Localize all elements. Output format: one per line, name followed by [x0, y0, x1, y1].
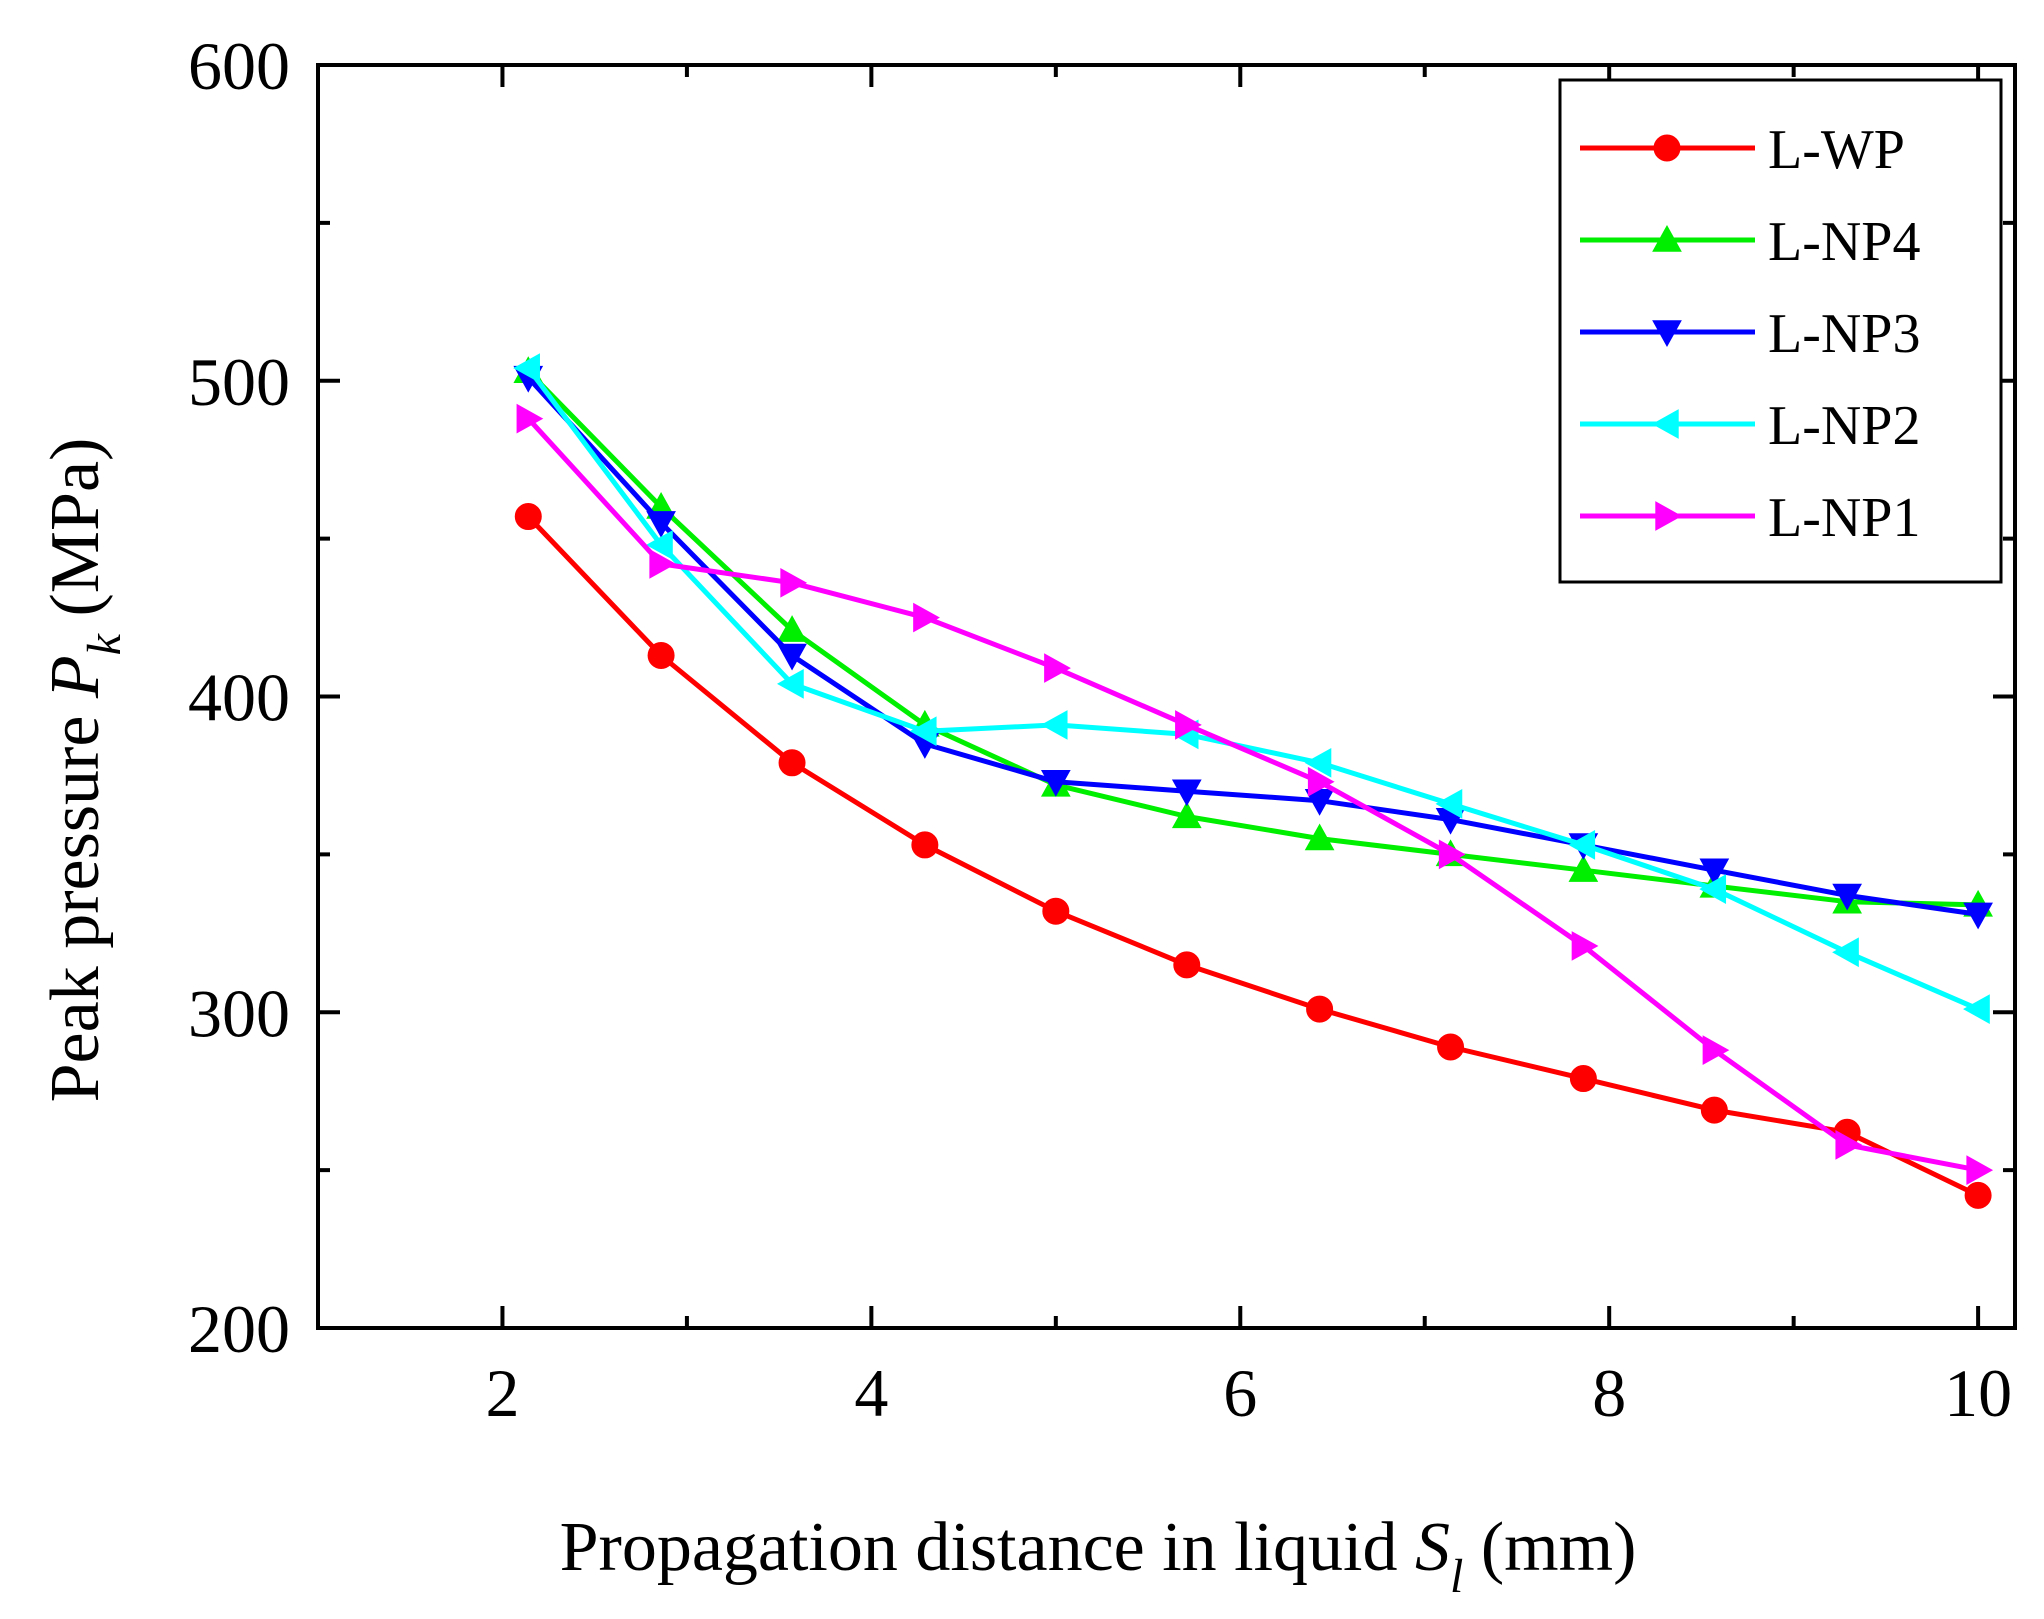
data-point-l-np3	[1963, 902, 1993, 930]
data-point-l-np3	[1699, 858, 1730, 886]
plot-area-frame	[316, 63, 2017, 1330]
data-point-l-np4	[1304, 823, 1335, 851]
legend-marker-l-np3	[1652, 320, 1682, 348]
data-point-l-wp	[1173, 951, 1201, 979]
data-point-l-np1	[1175, 710, 1202, 740]
y-tick-label: 200	[188, 1291, 290, 1367]
data-point-l-np1	[1438, 839, 1466, 870]
data-point-l-np3	[1040, 770, 1071, 797]
legend-label-l-np2: L-NP2	[1768, 395, 1920, 457]
data-point-l-np2	[1304, 747, 1332, 778]
x-tick-label: 8	[1592, 1355, 1626, 1431]
data-point-l-np1	[1835, 1130, 1863, 1160]
legend-item-l-np2: L-NP2	[1580, 395, 1920, 457]
data-point-l-np2	[646, 530, 673, 560]
series-l-np2	[513, 353, 1990, 1024]
data-point-l-np1	[913, 602, 940, 633]
legend-marker-l-np4	[1652, 224, 1682, 252]
data-point-l-np2	[1435, 789, 1463, 819]
data-point-l-np1	[780, 567, 808, 598]
data-point-l-wp	[1042, 897, 1070, 925]
data-point-l-wp	[514, 503, 542, 531]
data-point-l-np2	[1568, 830, 1596, 860]
x-tick-label: 4	[854, 1355, 888, 1431]
y-axis-title: Peak pressure Pk (MPa)	[37, 438, 131, 1103]
series-line-l-wp	[526, 514, 1980, 1198]
y-tick-label: 500	[188, 344, 290, 420]
data-point-l-np3	[777, 643, 807, 671]
legend-item-l-np4: L-NP4	[1580, 211, 1920, 273]
series-l-np1	[516, 403, 1994, 1185]
data-point-l-np2	[1699, 874, 1727, 904]
legend-item-l-wp: L-WP	[1580, 119, 1905, 181]
series-line-l-np2	[526, 366, 1980, 1012]
data-point-l-wp	[1437, 1033, 1465, 1061]
data-point-l-wp	[911, 831, 939, 859]
x-tick-labels: 2 4 6 8 10	[485, 1355, 2012, 1431]
data-point-l-wp	[1306, 995, 1334, 1023]
series-line-l-np3	[526, 375, 1979, 917]
y-tick-label: 300	[188, 975, 290, 1051]
plot-series	[513, 353, 1994, 1209]
data-point-l-np3	[1171, 779, 1202, 807]
legend-marker-l-np1	[1655, 501, 1683, 531]
data-point-l-np4	[1568, 855, 1599, 882]
series-l-wp	[514, 503, 1992, 1209]
legend-label-l-np4: L-NP4	[1768, 211, 1920, 273]
data-point-l-np2	[777, 669, 804, 699]
data-point-l-np2	[1963, 994, 1990, 1024]
data-point-l-wp	[778, 749, 806, 777]
x-tick-label: 2	[485, 1355, 519, 1431]
y-tick-label: 400	[188, 660, 290, 736]
series-line-l-np1	[526, 416, 1979, 1173]
data-point-l-np2	[1040, 710, 1068, 740]
data-point-l-np2	[909, 716, 937, 747]
series-line-l-np4	[526, 369, 1979, 908]
legend-item-l-np3: L-NP3	[1580, 303, 1920, 365]
data-point-l-wp	[647, 641, 675, 669]
legend-label-l-np3: L-NP3	[1768, 303, 1920, 365]
x-axis-title: Propagation distance in liquid Sl (mm)	[560, 1509, 1637, 1603]
data-point-l-np4	[777, 615, 807, 642]
data-point-l-np3	[646, 511, 676, 538]
data-point-l-np1	[516, 403, 544, 434]
data-point-l-wp	[1569, 1065, 1597, 1093]
data-point-l-np2	[1832, 937, 1859, 968]
x-tick-label: 10	[1944, 1355, 2012, 1431]
data-point-l-np1	[1571, 931, 1599, 961]
x-tick-label: 6	[1223, 1355, 1257, 1431]
data-point-l-np1	[1702, 1035, 1730, 1065]
legend-label-l-np1: L-NP1	[1768, 487, 1920, 549]
data-point-l-wp	[1700, 1096, 1728, 1124]
data-point-l-wp	[1964, 1181, 1992, 1209]
legend-item-l-np1: L-NP1	[1580, 487, 1920, 549]
data-point-l-np1	[649, 549, 677, 579]
data-point-l-np3	[1832, 883, 1862, 911]
legend: L-WP L-NP4 L-NP3 L-NP2 L-NP1	[1558, 78, 2003, 584]
data-point-l-np1	[1966, 1155, 1994, 1185]
legend-marker-l-np2	[1651, 409, 1679, 439]
data-point-l-np4	[1171, 801, 1202, 829]
legend-marker-l-wp	[1653, 134, 1681, 162]
data-point-l-np1	[1044, 653, 1071, 683]
data-point-l-np1	[1307, 766, 1335, 797]
legend-label-l-wp: L-WP	[1768, 119, 1905, 181]
data-point-l-np2	[513, 353, 540, 383]
y-tick-label: 600	[188, 28, 290, 104]
y-tick-labels: 200 300 400 500 600	[188, 28, 290, 1367]
